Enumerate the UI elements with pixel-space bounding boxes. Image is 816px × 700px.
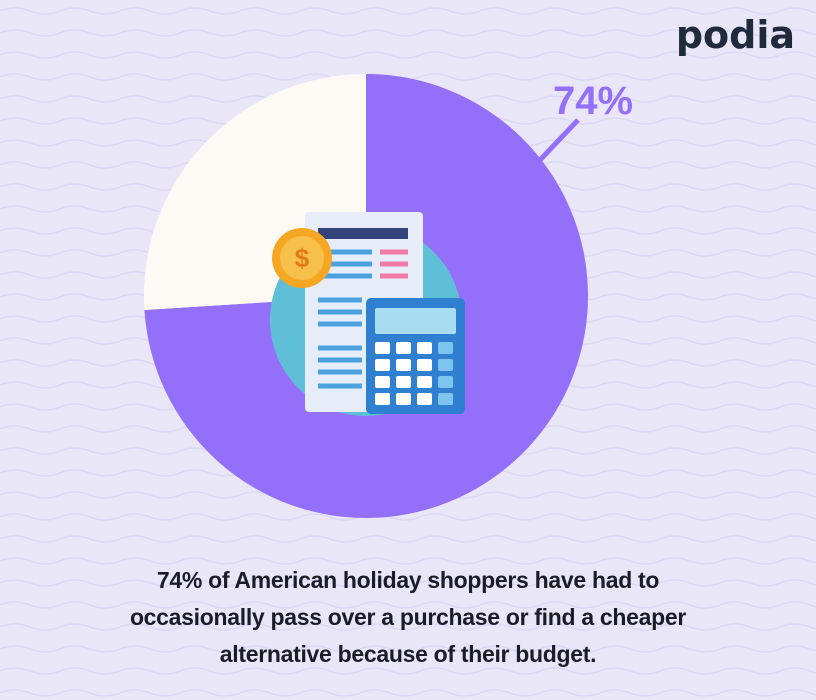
calc-key [417,376,432,388]
calc-key [438,376,453,388]
calc-key [375,393,390,405]
calc-key [375,359,390,371]
svg-text:$: $ [295,243,310,273]
calc-key [417,342,432,354]
brand-logo: podia [676,13,795,57]
calc-key [417,393,432,405]
caption: 74% of American holiday shoppers have ha… [0,562,816,673]
calc-key [438,359,453,371]
value-label: 74% [553,79,633,123]
calc-key [396,359,411,371]
calc-key [438,342,453,354]
calc-key [396,393,411,405]
calc-key [396,376,411,388]
illustration: $ [270,212,465,416]
caption-line: alternative because of their budget. [219,641,597,667]
calc-key [375,342,390,354]
label-leader [538,118,580,162]
caption-line: 74% of American holiday shoppers have ha… [156,567,660,593]
calc-key [396,342,411,354]
calc-key [438,393,453,405]
caption-line: occasionally pass over a purchase or fin… [129,604,687,630]
calc-key [417,359,432,371]
calc-key [375,376,390,388]
